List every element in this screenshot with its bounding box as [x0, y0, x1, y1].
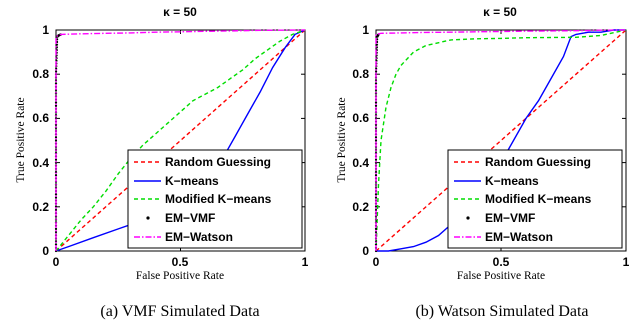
- x-tick-label: 1: [302, 255, 309, 269]
- y-axis-label: True Positive Rate: [15, 97, 27, 182]
- series-modified-k-means-line: [375, 29, 627, 252]
- series-em-vmf-point: [374, 230, 378, 234]
- series-em-vmf-point: [54, 230, 58, 234]
- y-tick-label: 0: [362, 244, 369, 258]
- series-em-vmf-point: [374, 227, 378, 230]
- series-em-vmf-point: [374, 136, 378, 139]
- x-axis-label: False Positive Rate: [457, 270, 545, 282]
- y-tick-label: 0.8: [352, 67, 369, 81]
- series-group: [54, 29, 306, 253]
- series-group: [374, 29, 627, 253]
- chart-title: κ = 50: [163, 5, 197, 19]
- chart-title: κ = 50: [483, 5, 517, 19]
- legend-label: Modified K−means: [165, 192, 272, 206]
- y-tick-label: 0.6: [352, 111, 369, 125]
- legend-label: K−means: [165, 174, 219, 188]
- series-em-vmf-point: [374, 193, 378, 196]
- chart-panel-watson: κ = 50 0 0.2 0.4 0.6 0.8 1 0 0.5 1 False…: [336, 5, 630, 282]
- series-em-vmf-point: [54, 139, 58, 142]
- x-tick-labels: 0 0.5 1: [373, 255, 630, 269]
- y-tick-label: 0.2: [352, 200, 369, 214]
- series-em-vmf-point: [374, 70, 378, 73]
- y-tick-label: 0.6: [32, 111, 49, 125]
- y-tick-label: 0: [42, 244, 49, 258]
- series-em-vmf-point: [375, 43, 379, 46]
- series-em-vmf-point: [54, 174, 58, 177]
- y-tick-label: 0.4: [352, 156, 369, 170]
- x-axis-label: False Positive Rate: [136, 270, 224, 282]
- legend-label: Random Guessing: [165, 155, 271, 169]
- x-tick-label: 1: [623, 255, 630, 269]
- legend-swatch-em-vmf: [146, 216, 150, 220]
- caption-b: (b) Watson Simulated Data: [415, 303, 588, 320]
- x-tick-label: 0.5: [493, 255, 510, 269]
- legend-label: EM−Watson: [165, 230, 233, 244]
- y-tick-label: 1: [42, 23, 49, 37]
- legend-label: EM−VMF: [165, 211, 215, 225]
- series-em-vmf-point: [374, 101, 378, 104]
- legend-label: K−means: [485, 174, 539, 188]
- caption-a: (a) VMF Simulated Data: [100, 303, 259, 320]
- series-em-vmf-point: [374, 174, 378, 177]
- legend: Random Guessing K−means Modified K−means…: [127, 149, 303, 249]
- legend-swatch-em-vmf: [466, 216, 470, 220]
- legend-label: Modified K−means: [485, 192, 592, 206]
- series-em-vmf-point: [374, 139, 378, 142]
- legend-label: EM−VMF: [485, 211, 535, 225]
- series-em-vmf-point: [55, 43, 59, 46]
- series-modified-k-means-line: [55, 29, 306, 252]
- y-tick-labels: 0 0.2 0.4 0.6 0.8 1: [352, 23, 369, 258]
- y-tick-label: 0.8: [32, 67, 49, 81]
- y-tick-labels: 0 0.2 0.4 0.6 0.8 1: [32, 23, 49, 258]
- chart-panel-vmf: κ = 50 0 0.2 0.4 0.6 0.8 1 0 0.5 1 False…: [15, 5, 309, 282]
- series-em-vmf-point: [54, 193, 58, 196]
- y-tick-label: 1: [362, 23, 369, 37]
- x-tick-labels: 0 0.5 1: [53, 255, 309, 269]
- series-em-vmf-point: [374, 104, 378, 107]
- series-em-watson-line: [375, 29, 627, 251]
- x-tick-label: 0: [53, 255, 60, 269]
- x-tick-label: 0: [373, 255, 380, 269]
- legend: Random Guessing K−means Modified K−means…: [447, 149, 623, 249]
- series-em-vmf-point: [54, 104, 58, 107]
- legend-label: EM−Watson: [485, 230, 553, 244]
- series-em-vmf-point: [54, 227, 58, 230]
- series-em-vmf-point: [54, 136, 58, 139]
- series-em-vmf-point: [54, 101, 58, 104]
- x-tick-label: 0.5: [172, 255, 189, 269]
- legend-label: Random Guessing: [485, 155, 591, 169]
- series-em-watson-line: [55, 29, 306, 251]
- y-tick-label: 0.4: [32, 156, 49, 170]
- y-tick-label: 0.2: [32, 200, 49, 214]
- y-axis-label: True Positive Rate: [336, 97, 348, 182]
- series-em-vmf-point: [54, 70, 58, 73]
